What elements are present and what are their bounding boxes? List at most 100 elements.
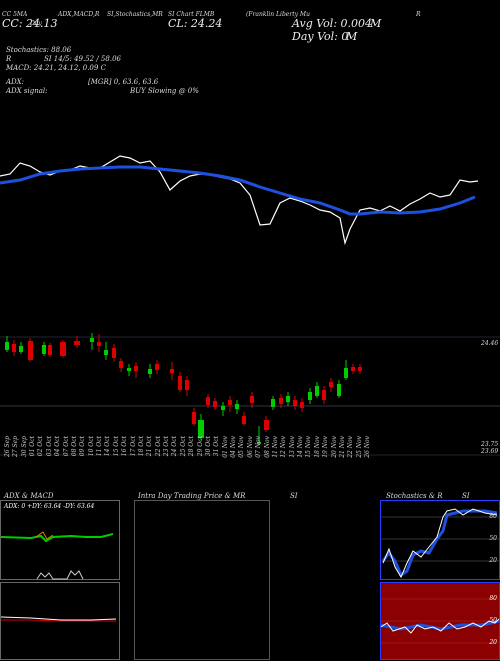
date-label: 19 Nov xyxy=(322,436,330,458)
stoch-level-50: 50 xyxy=(489,535,497,542)
date-label: 31 Oct xyxy=(213,436,221,457)
stoch-level-20: 20 xyxy=(489,557,497,564)
date-label: 16 Oct xyxy=(121,436,129,457)
candle xyxy=(221,402,225,416)
header-label-chart: SI Chart FLMB xyxy=(168,11,215,18)
candle xyxy=(242,412,246,426)
stochastics-d-line xyxy=(381,509,498,578)
candle xyxy=(42,342,46,356)
macd-value: MACD: 24.21, 24.12, 0.09 C xyxy=(6,64,106,72)
candle xyxy=(279,394,283,408)
date-label: 17 Oct xyxy=(129,436,137,457)
rsi-level-50: 50 xyxy=(489,617,497,624)
candle xyxy=(271,396,275,410)
macd-panel xyxy=(0,582,120,660)
candle xyxy=(60,340,66,358)
adx-plus-line xyxy=(1,533,114,543)
header-label-si: SI,Stochastics,MR xyxy=(107,11,163,18)
stoch-panel-title: Stochastics & R xyxy=(386,492,443,500)
close-price-line xyxy=(0,155,479,246)
macd-signal-line xyxy=(1,619,116,622)
rsi-lines xyxy=(381,598,500,644)
mgr-value: [MGR] 0, 63.6, 63.6 xyxy=(88,78,159,86)
date-label: 22 Oct xyxy=(154,436,162,457)
candle xyxy=(344,360,348,380)
intraday-panel-title: Intra Day Trading Price & MR xyxy=(138,492,246,500)
date-label: 05 Nov xyxy=(238,436,246,458)
day-vol: Day Vol: 0 xyxy=(292,30,349,43)
date-label: 03 Oct xyxy=(45,436,53,457)
stoch-panel-si: SI xyxy=(462,492,470,500)
date-label: 29 Oct xyxy=(196,436,204,457)
date-label: 12 Nov xyxy=(280,436,288,458)
candle xyxy=(170,362,174,380)
date-label: 24 Oct xyxy=(171,436,179,457)
moving-average-line xyxy=(0,165,476,216)
candle xyxy=(315,382,319,398)
candle xyxy=(351,364,355,374)
date-label: 09 Oct xyxy=(79,436,87,457)
date-label: 01 Oct xyxy=(29,436,37,457)
candle xyxy=(198,414,204,440)
date-label: 02 Oct xyxy=(37,436,45,457)
date-label: 25 Nov xyxy=(355,436,363,458)
avg-vol: Avg Vol: 0.004 xyxy=(292,17,373,30)
date-label: 13 Nov xyxy=(288,436,296,458)
candle xyxy=(322,386,326,404)
candle xyxy=(257,426,261,444)
header-label-r: R xyxy=(416,11,421,18)
stochastics-value: Stochastics: 88.06 xyxy=(6,46,72,54)
date-label: 18 Oct xyxy=(137,436,145,457)
candle xyxy=(155,360,159,374)
adx-panel-title: ADX & MACD xyxy=(4,492,54,500)
date-label: 23 Oct xyxy=(163,436,171,457)
price-label-bottom-1: 23.75 xyxy=(481,441,499,448)
candle xyxy=(235,400,239,414)
date-label: 04 Oct xyxy=(54,436,62,457)
candle xyxy=(178,372,182,392)
date-label: 11 Nov xyxy=(271,436,279,458)
intraday-panel xyxy=(134,500,270,660)
candle xyxy=(134,362,138,378)
stochastics-panel: 80 50 20 xyxy=(380,500,500,580)
candle xyxy=(19,342,23,354)
date-label: 21 Nov xyxy=(338,436,346,458)
stochastics-lines xyxy=(381,508,500,579)
header-label-adx: ADX,MACD,R xyxy=(58,11,100,18)
adx-signal-label: ADX signal: xyxy=(6,87,48,95)
cl-value: CL: 24.24 xyxy=(168,17,223,30)
adx-values: ADX: 0 +DY: 63.64 -DY: 63.64 xyxy=(4,503,95,510)
candle xyxy=(28,338,33,362)
candle xyxy=(213,398,217,410)
candle xyxy=(48,343,52,357)
candle xyxy=(127,364,131,376)
date-label: 01 Nov xyxy=(221,436,229,458)
price-label-top: 24.46 xyxy=(481,340,499,347)
date-label: 15 Nov xyxy=(305,436,313,458)
date-label: 30 Oct xyxy=(204,436,212,457)
price-label-bottom-2: 23.69 xyxy=(481,448,499,455)
date-label: 14 Nov xyxy=(297,436,305,458)
date-label: 25 Oct xyxy=(179,436,187,457)
rsi-r-label: R xyxy=(6,55,12,63)
date-label: 06 Nov xyxy=(246,436,254,458)
main-chart xyxy=(0,155,500,456)
candle xyxy=(192,408,196,426)
stoch-level-80: 80 xyxy=(489,513,497,520)
candle xyxy=(293,396,297,410)
candlesticks xyxy=(5,333,362,444)
date-label: 08 Nov xyxy=(263,436,271,458)
candle xyxy=(264,416,269,432)
date-label: 26 Sep xyxy=(4,436,11,458)
rsi-panel: 80 50 20 xyxy=(380,582,500,660)
date-label: 07 Nov xyxy=(255,436,263,458)
candle xyxy=(308,388,312,404)
date-label: 14 Oct xyxy=(104,436,112,457)
header-label-company: (Franklin Liberty Mu xyxy=(246,11,310,18)
candle xyxy=(300,398,304,412)
date-label: 27 Sep xyxy=(12,436,20,458)
date-label: 04 Nov xyxy=(230,436,238,458)
date-label: 22 Nov xyxy=(347,436,355,458)
buy-signal: BUY Slowing @ 0% xyxy=(130,87,199,95)
rsi-value: SI 14/5: 49.52 / 58.06 xyxy=(44,55,121,63)
